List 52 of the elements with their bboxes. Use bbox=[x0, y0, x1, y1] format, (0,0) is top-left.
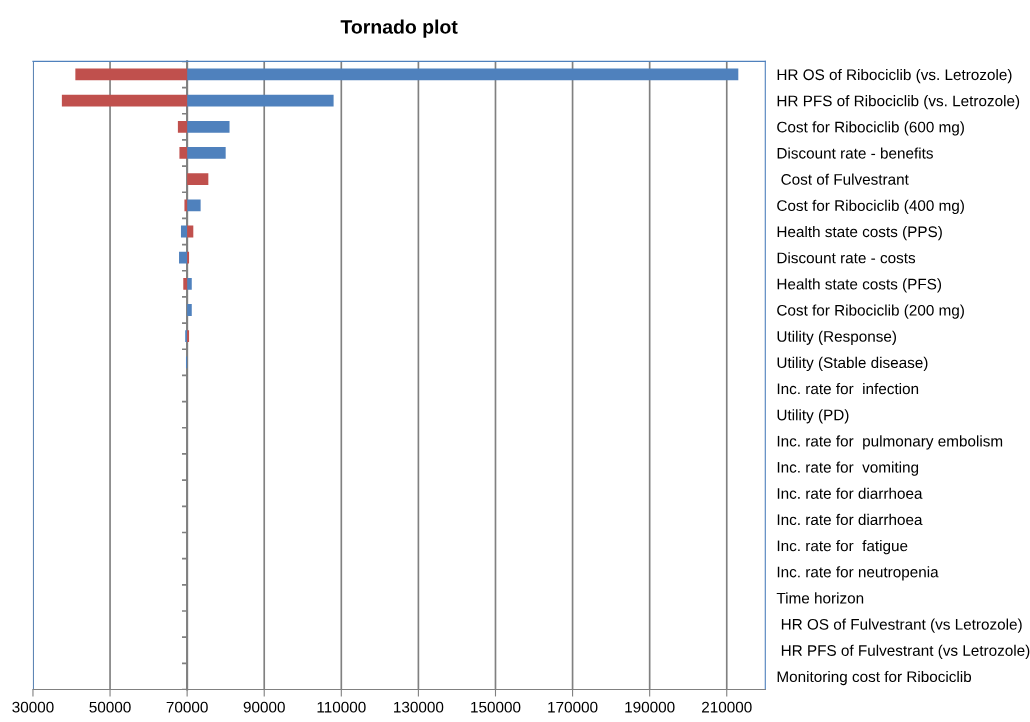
bar bbox=[187, 225, 194, 238]
x-tick-label: 110000 bbox=[317, 701, 366, 713]
y-tick-label: HR OS of Fulvestrant (vs Letrozole) bbox=[781, 618, 1022, 633]
y-tick-label: Cost for Ribociclib (600 mg) bbox=[777, 121, 964, 136]
y-tick-label: Utility (Stable disease) bbox=[777, 356, 928, 372]
y-tick-label: Inc. rate for diarrhoea bbox=[777, 487, 923, 499]
bar bbox=[177, 120, 188, 133]
x-tick-label: 70000 bbox=[166, 701, 208, 713]
y-tick-label: HR PFS of Ribociclib (vs. Letrozole) bbox=[777, 95, 1020, 110]
y-tick-label: Inc. rate for diarrhoea bbox=[777, 513, 923, 526]
x-tick-label: 190000 bbox=[625, 701, 675, 713]
y-tick-label: Time horizon bbox=[776, 592, 864, 604]
y-tick-label: Inc. rate for vomiting bbox=[777, 461, 919, 476]
y-tick-label: Utility (Response) bbox=[777, 330, 897, 345]
x-tick-label: 170000 bbox=[548, 701, 598, 713]
y-tick-label: Inc. rate for pulmonary embolism bbox=[777, 435, 1003, 450]
y-tick-label: Inc. rate for fatigue bbox=[777, 540, 908, 555]
bar bbox=[179, 251, 188, 264]
y-tick-label: Discount rate - costs bbox=[777, 252, 916, 264]
x-tick-label: 130000 bbox=[394, 701, 444, 713]
x-tick-label: 210000 bbox=[702, 701, 752, 713]
bar bbox=[187, 199, 201, 212]
bar bbox=[61, 94, 188, 107]
x-tick-label: 30000 bbox=[12, 701, 54, 713]
bar bbox=[184, 199, 188, 212]
bar bbox=[75, 68, 188, 81]
bar bbox=[187, 120, 230, 133]
y-tick-label: Health state costs (PFS) bbox=[777, 278, 942, 293]
bar bbox=[179, 147, 188, 159]
y-tick-label: Inc. rate for neutropenia bbox=[777, 566, 939, 581]
y-tick-label: Cost for Ribociclib (400 mg) bbox=[777, 199, 964, 215]
y-tick-label: HR PFS of Fulvestrant (vs Letrozole) bbox=[781, 644, 1030, 659]
bar bbox=[187, 304, 192, 316]
y-tick-label: Monitoring cost for Ribociclib bbox=[777, 670, 972, 686]
y-tick-label: Inc. rate for infection bbox=[777, 382, 919, 395]
y-tick-label: Cost of Fulvestrant bbox=[781, 173, 909, 185]
y-tick-label: Health state costs (PPS) bbox=[777, 225, 942, 241]
y-tick-label: Discount rate - benefits bbox=[777, 147, 933, 159]
x-tick-label: 90000 bbox=[243, 701, 285, 713]
bar bbox=[183, 277, 188, 290]
bar bbox=[187, 147, 226, 159]
x-tick-label: 150000 bbox=[471, 701, 521, 713]
bar bbox=[187, 277, 192, 290]
bar bbox=[187, 173, 209, 186]
x-tick-label: 50000 bbox=[89, 701, 131, 713]
y-tick-label: Cost for Ribociclib (200 mg) bbox=[777, 304, 964, 319]
chart-title: Tornado plot bbox=[340, 19, 458, 38]
y-tick-label: Utility (PD) bbox=[777, 409, 849, 424]
bar bbox=[180, 225, 188, 238]
y-tick-label: HR OS of Ribociclib (vs. Letrozole) bbox=[777, 68, 1012, 84]
bar bbox=[187, 68, 739, 81]
bar bbox=[187, 94, 334, 107]
